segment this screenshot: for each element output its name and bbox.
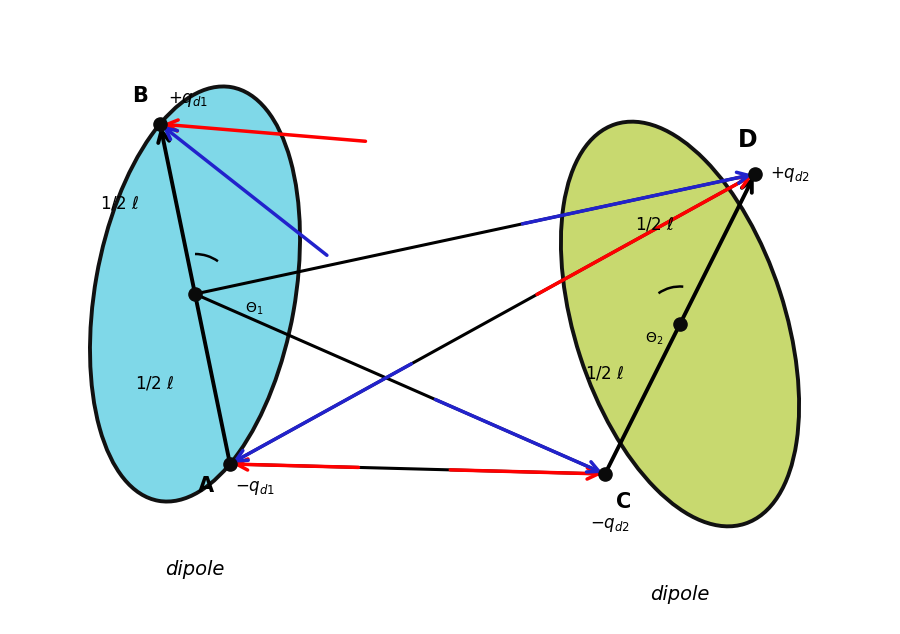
Point: [673, 319, 688, 329]
Text: dipole: dipole: [166, 560, 225, 579]
Point: [153, 119, 167, 129]
Text: $\Theta_1$: $\Theta_1$: [245, 301, 264, 317]
Point: [188, 289, 202, 299]
Text: $\mathbf{C}$: $\mathbf{C}$: [615, 492, 631, 512]
Text: $+q_{d1}$: $+q_{d1}$: [168, 90, 208, 109]
Text: $1/2\ \ell$: $1/2\ \ell$: [100, 195, 140, 213]
Text: $-q_{d2}$: $-q_{d2}$: [590, 516, 630, 534]
Text: $\Theta_2$: $\Theta_2$: [645, 331, 663, 347]
Text: $-q_{d1}$: $-q_{d1}$: [235, 479, 275, 497]
Ellipse shape: [561, 122, 799, 526]
Text: $\mathbf{A}$: $\mathbf{A}$: [197, 476, 215, 496]
Text: $1/2\ \ell$: $1/2\ \ell$: [635, 215, 675, 233]
Point: [598, 469, 612, 479]
Text: $1/2\ \ell$: $1/2\ \ell$: [135, 375, 175, 393]
Text: $1/2\ \ell$: $1/2\ \ell$: [585, 365, 625, 383]
Ellipse shape: [90, 86, 300, 501]
Text: $+q_{d2}$: $+q_{d2}$: [770, 164, 810, 183]
Point: [223, 459, 238, 469]
Text: $\mathbf{B}$: $\mathbf{B}$: [131, 86, 148, 106]
Point: [748, 169, 762, 179]
Text: dipole: dipole: [651, 585, 710, 604]
Text: $\mathbf{D}$: $\mathbf{D}$: [737, 128, 757, 152]
